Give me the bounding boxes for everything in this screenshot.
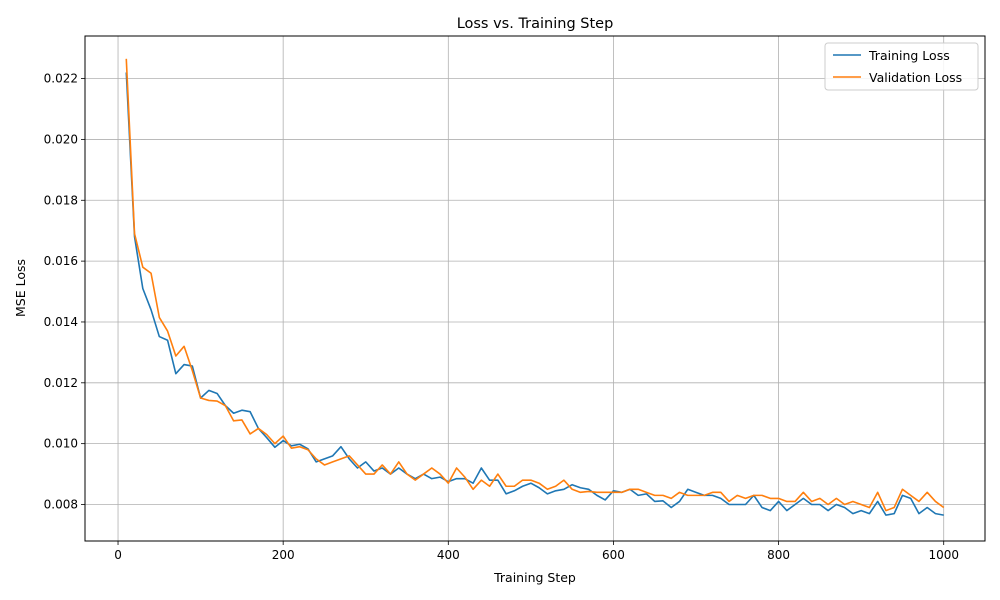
legend: Training Loss Validation Loss [824,42,979,91]
training-loss-line [125,72,944,516]
y-tick-label: 0.016 [44,254,78,268]
y-tick-label: 0.020 [44,132,78,146]
y-tick-label: 0.018 [44,193,78,207]
y-tick-label: 0.022 [44,72,78,86]
y-axis-label: MSE Loss [13,259,28,317]
x-tick-label: 1000 [928,548,959,562]
legend-label-training: Training Loss [868,48,950,63]
x-tick-label: 200 [272,548,295,562]
x-tick-label: 400 [437,548,460,562]
x-tick-label: 0 [114,548,122,562]
plot-frame [84,35,986,542]
series-layer [125,58,945,516]
y-tick-label: 0.012 [44,376,78,390]
y-tick-label: 0.010 [44,437,78,451]
x-axis-label: Training Step [493,570,576,585]
grid [85,36,985,541]
validation-loss-line [125,58,945,512]
y-tick-label: 0.008 [44,497,78,511]
y-tick-label: 0.014 [44,315,78,329]
chart-title: Loss vs. Training Step [457,16,614,32]
ticks: 0 200 400 600 800 1000 0.008 0.010 0.012 0.014 0.0… [44,72,959,562]
x-tick-label: 800 [767,548,790,562]
legend-label-validation: Validation Loss [869,70,962,85]
x-tick-label: 600 [602,548,625,562]
legend-box [824,42,979,91]
